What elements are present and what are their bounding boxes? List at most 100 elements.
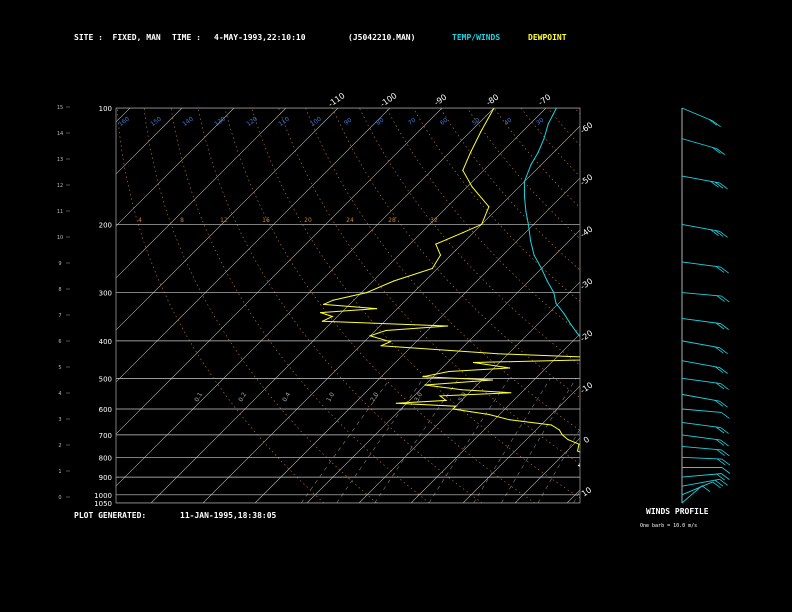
dewpoint-point bbox=[452, 408, 454, 410]
wind-barb-flag bbox=[716, 458, 726, 466]
winds-profile-label: WINDS PROFILE bbox=[646, 507, 709, 516]
dry-adiabat-label: 28 bbox=[388, 217, 396, 224]
pressure-tick-label: 1000 bbox=[94, 492, 112, 500]
wind-barb-flag bbox=[712, 147, 721, 154]
wind-barb-staff bbox=[681, 377, 721, 384]
wind-barb-staff bbox=[681, 107, 713, 122]
temperature-point bbox=[617, 439, 618, 440]
dewpoint-point bbox=[510, 392, 512, 394]
temperature-point bbox=[631, 467, 632, 468]
height-tick-label: 3 bbox=[58, 417, 61, 423]
mixing-ratio-label: 0.2 bbox=[237, 391, 248, 403]
dewpoint-point bbox=[455, 405, 457, 407]
temperature-tick-label: -20 bbox=[579, 329, 595, 344]
mixing-ratio-label: 0.4 bbox=[281, 391, 292, 403]
pressure-tick-label: 1050 bbox=[94, 500, 112, 508]
wind-barb-staff bbox=[681, 261, 721, 268]
temperature-point bbox=[537, 151, 539, 153]
moist-adiabat-label: 30 bbox=[535, 117, 545, 127]
wind-barb-staff bbox=[681, 138, 717, 150]
temperature-point bbox=[636, 487, 637, 488]
mixing-ratio-label: 1.0 bbox=[325, 391, 336, 403]
dewpoint-point bbox=[491, 379, 493, 381]
height-tick-label: 0 bbox=[58, 495, 61, 501]
wind-barb-staff bbox=[681, 340, 720, 349]
isotherm-line bbox=[202, 125, 580, 503]
temperature-point bbox=[629, 481, 630, 482]
file-label: (J5042210.MAN) bbox=[348, 33, 416, 42]
dewpoint-point bbox=[471, 186, 473, 188]
dry-adiabat-line bbox=[278, 108, 580, 465]
dry-adiabat-line bbox=[629, 108, 792, 503]
dewpoint-point bbox=[509, 419, 511, 421]
temperature-point bbox=[608, 424, 609, 425]
dewpoint-point bbox=[610, 490, 611, 491]
temperature-point bbox=[547, 123, 549, 125]
dewpoint-point bbox=[424, 384, 426, 386]
temperature-point bbox=[603, 378, 604, 379]
wind-barb-flag bbox=[710, 180, 719, 188]
mixing-ratio-line bbox=[537, 428, 580, 503]
height-tick-label: 12 bbox=[57, 183, 63, 189]
dry-adiabat-label: 12 bbox=[220, 217, 228, 224]
dewpoint-point bbox=[447, 325, 449, 327]
pressure-tick-label: 900 bbox=[99, 474, 112, 482]
barb-note: One barb = 10.0 m/s bbox=[640, 523, 698, 529]
wind-barb-staff bbox=[681, 292, 722, 297]
dewpoint-point bbox=[509, 367, 511, 369]
dewpoint-point bbox=[637, 499, 638, 500]
temperature-point bbox=[546, 280, 548, 282]
height-tick-label: 8 bbox=[58, 287, 61, 293]
moist-adiabat-label: 50 bbox=[471, 117, 481, 127]
temperature-point bbox=[523, 181, 526, 183]
temperature-tick-label: -40 bbox=[579, 225, 595, 240]
time-label: TIME : bbox=[172, 33, 201, 42]
wind-barb-flag bbox=[714, 479, 724, 487]
time-value: 4-MAY-1993,22:10:10 bbox=[214, 33, 306, 42]
wind-barb-staff bbox=[681, 481, 713, 496]
dewpoint-point bbox=[321, 320, 323, 322]
wind-barb-flag bbox=[715, 322, 725, 330]
wind-barb-flag bbox=[714, 181, 724, 189]
wind-barb-staff bbox=[681, 360, 720, 368]
wind-barb-flag bbox=[712, 120, 721, 128]
isotherm-line bbox=[306, 229, 580, 503]
height-tick-label: 14 bbox=[57, 131, 63, 137]
dewpoint-point bbox=[633, 358, 634, 359]
wind-barb-flag bbox=[708, 118, 718, 126]
isotherm-line bbox=[116, 108, 183, 175]
isotherm-line bbox=[116, 108, 235, 227]
plot-generated-label: PLOT GENERATED: bbox=[74, 511, 147, 520]
dewpoint-point bbox=[481, 223, 483, 225]
temperature-point bbox=[614, 434, 615, 435]
temperature-point bbox=[629, 461, 630, 462]
wind-barb-flag bbox=[720, 427, 729, 434]
dry-adiabat-label: 8 bbox=[180, 217, 184, 224]
temperature-point bbox=[655, 499, 656, 500]
wind-barb-flag bbox=[720, 266, 729, 274]
moist-adiabat-label: 110 bbox=[277, 116, 291, 128]
wind-barb-flag bbox=[721, 449, 730, 457]
wind-barb-flag bbox=[720, 323, 729, 330]
wind-barb-flag bbox=[720, 439, 729, 447]
dry-adiabat-line bbox=[547, 108, 580, 146]
dewpoint-point bbox=[395, 402, 397, 404]
wind-barb-flag bbox=[721, 473, 730, 480]
wind-barb-staff bbox=[681, 478, 720, 487]
temperature-point bbox=[616, 448, 617, 449]
dewpoint-point bbox=[320, 312, 322, 314]
temperature-point bbox=[655, 494, 656, 495]
temperature-point bbox=[569, 322, 571, 324]
wind-barb-flag bbox=[721, 412, 730, 419]
mixing-ratio-line bbox=[336, 378, 424, 503]
dry-adiabat-line bbox=[332, 108, 580, 398]
temperature-point bbox=[553, 292, 555, 294]
temperature-tick-label: -60 bbox=[579, 121, 595, 136]
isotherm-line bbox=[150, 108, 547, 503]
temperature-tick-label: -30 bbox=[579, 277, 595, 292]
dewpoint-point bbox=[637, 494, 638, 495]
isotherm-line bbox=[116, 108, 391, 383]
temperature-point bbox=[555, 108, 557, 109]
mixing-ratio-label: 2.0 bbox=[369, 391, 380, 403]
